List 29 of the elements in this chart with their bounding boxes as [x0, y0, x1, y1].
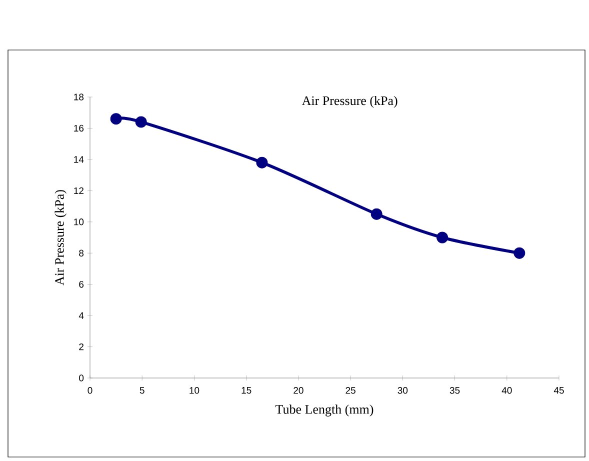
y-tick-label: 16 [74, 124, 84, 132]
x-tick-label: 45 [554, 387, 564, 394]
point [370, 208, 382, 220]
x-tick-label: 40 [502, 387, 512, 394]
y-tick-label: 4 [78, 312, 84, 319]
point [135, 116, 147, 128]
x-tick-label: 35 [450, 387, 460, 394]
y-tick-label: 0 [79, 374, 84, 382]
y-axis-title: Air Pressure (kPa) [54, 190, 67, 286]
y-tick-label: 14 [74, 156, 84, 163]
x-axis-title: Tube Length (mm) [276, 404, 374, 416]
x-tick-label: 0 [88, 387, 92, 394]
x-tick-label: 20 [294, 387, 304, 394]
y-tick-label: 2 [79, 343, 84, 350]
point [514, 247, 526, 259]
point [436, 232, 448, 244]
point [110, 113, 122, 125]
y-tick-label: 12 [74, 187, 84, 194]
x-tick-label: 5 [140, 387, 144, 394]
chart-title: Air Pressure (kPa) [302, 96, 398, 108]
point [256, 156, 268, 168]
x-tick-label: 15 [242, 387, 252, 394]
y-tick-label: 18 [74, 94, 84, 100]
x-tick-label: 25 [346, 387, 356, 394]
y-tick-label: 10 [74, 218, 84, 226]
x-tick-label: 30 [398, 387, 408, 394]
y-tick-label: 6 [79, 280, 84, 288]
x-tick-label: 10 [190, 387, 200, 394]
y-tick-label: 8 [79, 250, 84, 256]
